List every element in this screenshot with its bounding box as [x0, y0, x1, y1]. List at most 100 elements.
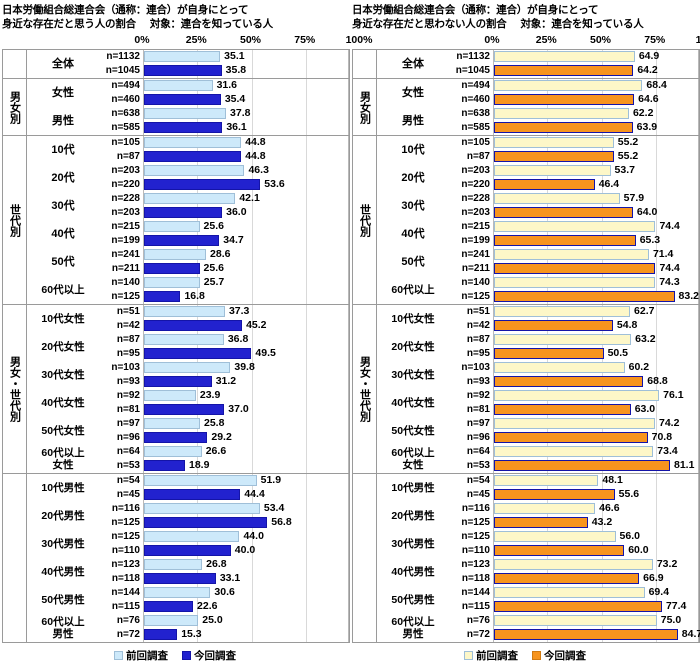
gridline: [655, 530, 657, 544]
gridline: [655, 276, 657, 290]
group-rows: 全体 n=1132 64.9 n=1045 64.2: [377, 50, 699, 78]
bar-line-cur: n=199 65.3: [449, 234, 699, 248]
gridline: [251, 600, 253, 614]
bar-value-label: 36.0: [226, 206, 247, 218]
bar-track: 55.2: [493, 150, 699, 164]
sample-size-label: n=241: [111, 249, 140, 260]
bar-value-label: 68.8: [647, 375, 668, 387]
gridline: [251, 333, 253, 347]
bar-cur: [144, 601, 194, 612]
gridline: [601, 178, 603, 192]
row-category-label: 60代以上 男性: [391, 616, 435, 640]
row-category-label: 10代: [51, 144, 75, 156]
table-row: 30代 n=228 57.9 n=203 64.0: [377, 192, 699, 220]
table-row: 40代女性 n=92 76.1 n=81 63.0: [377, 389, 699, 417]
bar-track: 57.9: [493, 192, 699, 206]
table-row: 40代 n=215 25.6 n=199 34.7: [27, 220, 349, 248]
gridline: [251, 93, 253, 107]
row-bars: n=215 74.4 n=199 65.3: [449, 220, 699, 248]
bar-track: 31.2: [143, 375, 349, 389]
gridline: [251, 290, 253, 304]
row-category-label: 30代女性: [41, 369, 85, 381]
gridline: [251, 431, 253, 445]
sample-size-label: n=92: [466, 390, 490, 401]
bar-value-label: 64.6: [638, 93, 659, 105]
chart-title-right-object: 対象：連合を知っている人: [520, 18, 644, 30]
gridline: [655, 319, 657, 333]
bar-value-label: 46.4: [598, 178, 620, 190]
gridline: [655, 79, 657, 93]
sample-size-label: n=105: [111, 137, 140, 148]
table-row: 60代以上 男性 n=76 75.0 n=72 84.7: [377, 614, 700, 642]
gridline: [305, 107, 307, 121]
bar-value-label: 64.0: [636, 206, 658, 218]
bar-line-prev: n=203 46.3: [99, 164, 349, 178]
row-category-label: 50代: [401, 256, 425, 268]
gridline: [655, 64, 657, 78]
chart-body-right: 全体 n=1132 64.9 n=1045 64.2 男女別 女性 n=494 68.4 n=46…: [352, 49, 700, 643]
gridline: [305, 558, 307, 572]
bar-value-label: 68.4: [646, 79, 667, 91]
table-row: 20代女性 n=87 63.2 n=95 50.5: [377, 333, 699, 361]
row-bars: n=64 26.6 n=53 18.9: [99, 445, 349, 473]
row-category-label: 50代女性: [41, 425, 85, 437]
gridline: [305, 262, 307, 276]
bar-cur: [494, 629, 678, 640]
bar-cur: [494, 235, 636, 246]
bar-value-label: 44.8: [245, 136, 266, 148]
gridline: [655, 403, 657, 417]
sample-size-label: n=45: [466, 489, 490, 500]
row-category-label: 10代女性: [41, 313, 85, 325]
table-row: 10代男性 n=54 48.1 n=45 55.6: [377, 474, 699, 502]
bar-line-prev: n=51 37.3: [99, 305, 349, 319]
gridline: [197, 290, 199, 304]
bar-line-cur: n=585 63.9: [449, 121, 699, 135]
bar-cur: [144, 179, 261, 190]
gridline: [251, 248, 253, 262]
gridline: [251, 389, 253, 403]
bar-prev: [144, 615, 199, 626]
bar-cur: [494, 573, 640, 584]
gridline: [305, 445, 307, 459]
row-category-label: 10代: [401, 144, 425, 156]
sample-size-label: n=123: [461, 559, 490, 570]
bar-line-prev: n=140 25.7: [99, 276, 349, 290]
row-bars: n=123 73.2 n=118 66.9: [449, 558, 699, 586]
bar-line-cur: n=95 49.5: [99, 347, 349, 361]
gridline: [601, 474, 603, 488]
row-bars: n=203 53.7 n=220 46.4: [449, 164, 699, 192]
bar-cur: [494, 348, 604, 359]
bar-track: 64.9: [493, 50, 699, 64]
bar-line-cur: n=45 55.6: [449, 488, 699, 502]
row-category-label: 女性: [402, 87, 424, 99]
bar-track: 64.0: [493, 206, 699, 220]
bar-line-prev: n=125 44.0: [99, 530, 349, 544]
row-category-label: 50代: [51, 256, 75, 268]
chart-body-left: 全体 n=1132 35.1 n=1045 35.8 男女別 女性 n=494 31.6 n=46…: [2, 49, 350, 643]
row-bars: n=87 36.8 n=95 49.5: [99, 333, 349, 361]
group-label-cell: 世代別: [3, 136, 27, 304]
bar-track: 60.0: [493, 544, 699, 558]
sample-size-label: n=494: [461, 80, 490, 91]
bar-line-cur: n=125 16.8: [99, 290, 349, 304]
bar-track: 18.9: [143, 459, 349, 473]
gridline: [305, 474, 307, 488]
bar-prev: [494, 475, 599, 486]
chart-group: 全体 n=1132 35.1 n=1045 35.8: [2, 49, 350, 79]
gridline: [251, 192, 253, 206]
bar-prev: [144, 80, 213, 91]
gridline: [655, 431, 657, 445]
bar-line-prev: n=92 76.1: [449, 389, 699, 403]
bar-prev: [494, 531, 616, 542]
bar-track: 53.7: [493, 164, 699, 178]
table-row: 60代以上 女性 n=64 26.6 n=53 18.9: [27, 445, 349, 473]
sample-size-label: n=42: [466, 320, 490, 331]
bar-cur: [144, 263, 200, 274]
row-category-label: 全体: [402, 58, 424, 70]
gridline: [197, 459, 199, 473]
bar-cur: [144, 404, 225, 415]
bar-track: 46.4: [493, 178, 699, 192]
bar-track: 34.7: [143, 234, 349, 248]
gridline: [305, 220, 307, 234]
bar-value-label: 22.6: [197, 600, 218, 612]
